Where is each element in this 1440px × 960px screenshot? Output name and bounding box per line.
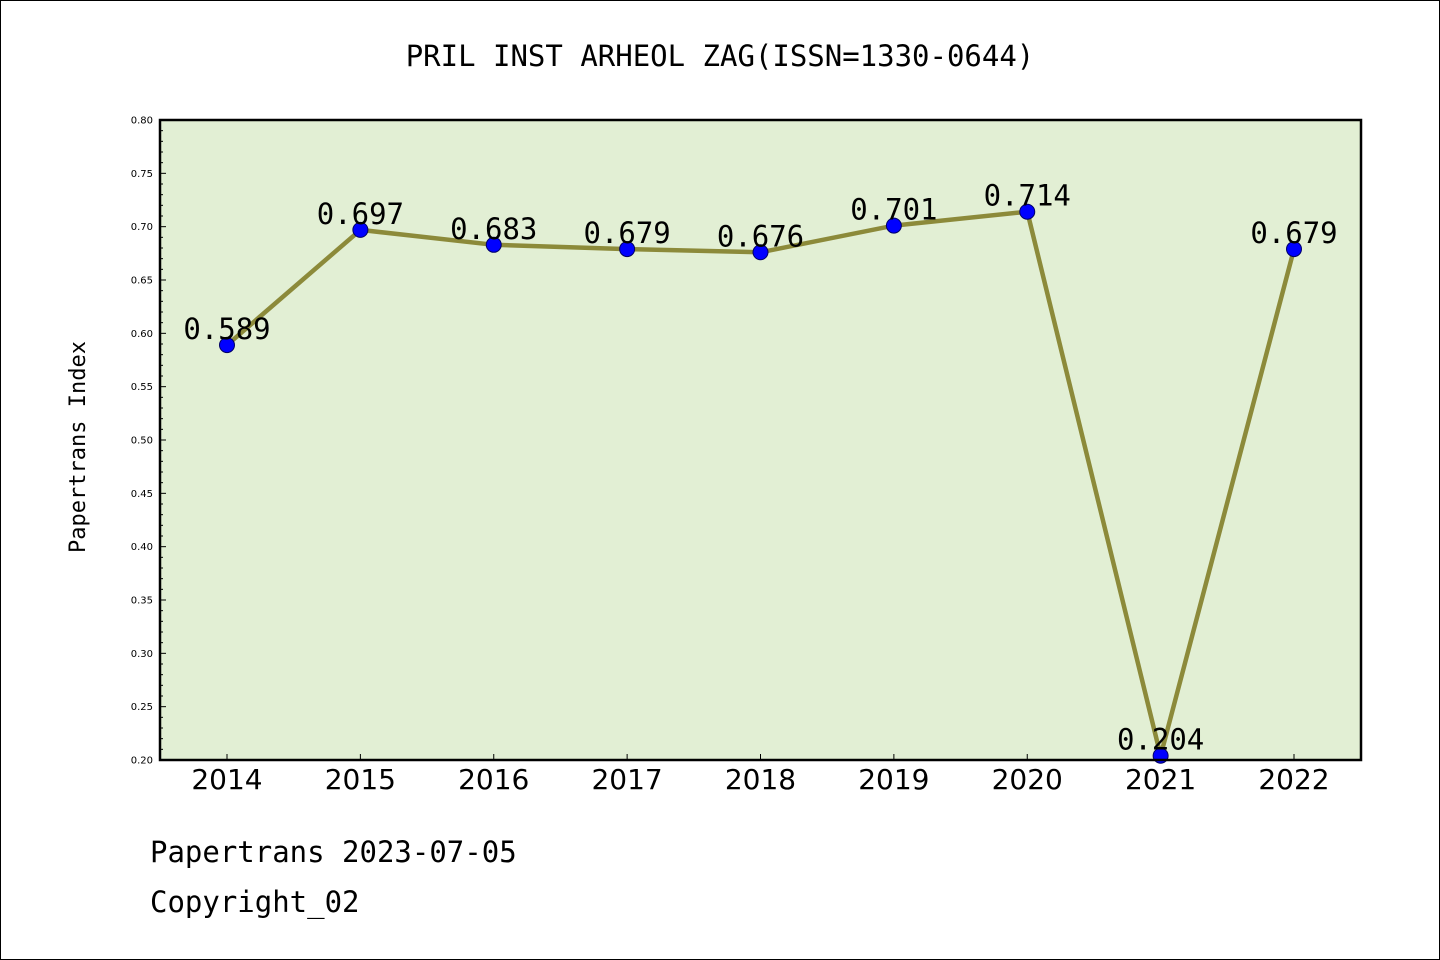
x-tick-label: 2014	[191, 763, 262, 796]
x-tick-label: 2022	[1258, 763, 1329, 796]
y-tick-label: 0.60	[131, 329, 153, 340]
x-tick-label: 2018	[725, 763, 796, 796]
data-label: 0.697	[317, 197, 404, 231]
y-tick-label: 0.55	[131, 382, 153, 393]
y-tick-label: 0.25	[131, 702, 153, 713]
x-tick-label: 2021	[1125, 763, 1196, 796]
data-point-marker	[1019, 203, 1036, 220]
data-label: 0.589	[183, 312, 270, 346]
y-tick-label: 0.30	[131, 649, 153, 660]
y-tick-label: 0.65	[131, 276, 153, 287]
data-label: 0.679	[1250, 216, 1337, 250]
data-point-marker	[619, 241, 636, 258]
data-label: 0.679	[583, 216, 670, 250]
data-label: 0.714	[984, 179, 1071, 213]
x-tick-label: 2015	[325, 763, 396, 796]
data-point-marker	[219, 337, 235, 354]
data-label: 0.701	[850, 193, 937, 227]
chart-title: PRIL INST ARHEOL ZAG(ISSN=1330-0644)	[406, 39, 1035, 73]
y-tick-label: 0.80	[131, 116, 153, 127]
data-point-marker	[352, 221, 369, 238]
footer-date-text: Papertrans 2023-07-05	[150, 835, 517, 869]
x-tick-label: 2017	[591, 763, 662, 796]
data-label: 0.683	[450, 212, 537, 246]
y-tick-label: 0.40	[131, 542, 153, 553]
y-tick-label: 0.50	[131, 436, 153, 447]
x-tick-label: 2019	[858, 763, 929, 796]
data-point-marker	[752, 244, 769, 261]
data-label: 0.204	[1117, 723, 1204, 757]
x-tick-label: 2020	[992, 763, 1063, 796]
y-tick-label: 0.75	[131, 169, 153, 180]
y-axis-label: Papertrans Index	[66, 341, 91, 553]
y-tick-label: 0.45	[131, 489, 153, 500]
data-point-marker	[885, 217, 902, 234]
y-tick-label: 0.35	[131, 596, 153, 607]
plot-area: 0.20 0.25 0.30 0.35 0.40 0.45 0.50 0.55 0.60 0.65…	[131, 116, 1363, 796]
data-point-marker	[1286, 241, 1302, 258]
data-label: 0.676	[717, 219, 804, 253]
y-tick-label: 0.70	[131, 222, 153, 233]
y-tick-label: 0.20	[131, 756, 153, 767]
x-tick-label: 2016	[458, 763, 529, 796]
plot-border	[158, 118, 1363, 762]
data-point-marker	[485, 236, 502, 253]
footer-copyright-text: Copyright_02	[150, 885, 360, 919]
